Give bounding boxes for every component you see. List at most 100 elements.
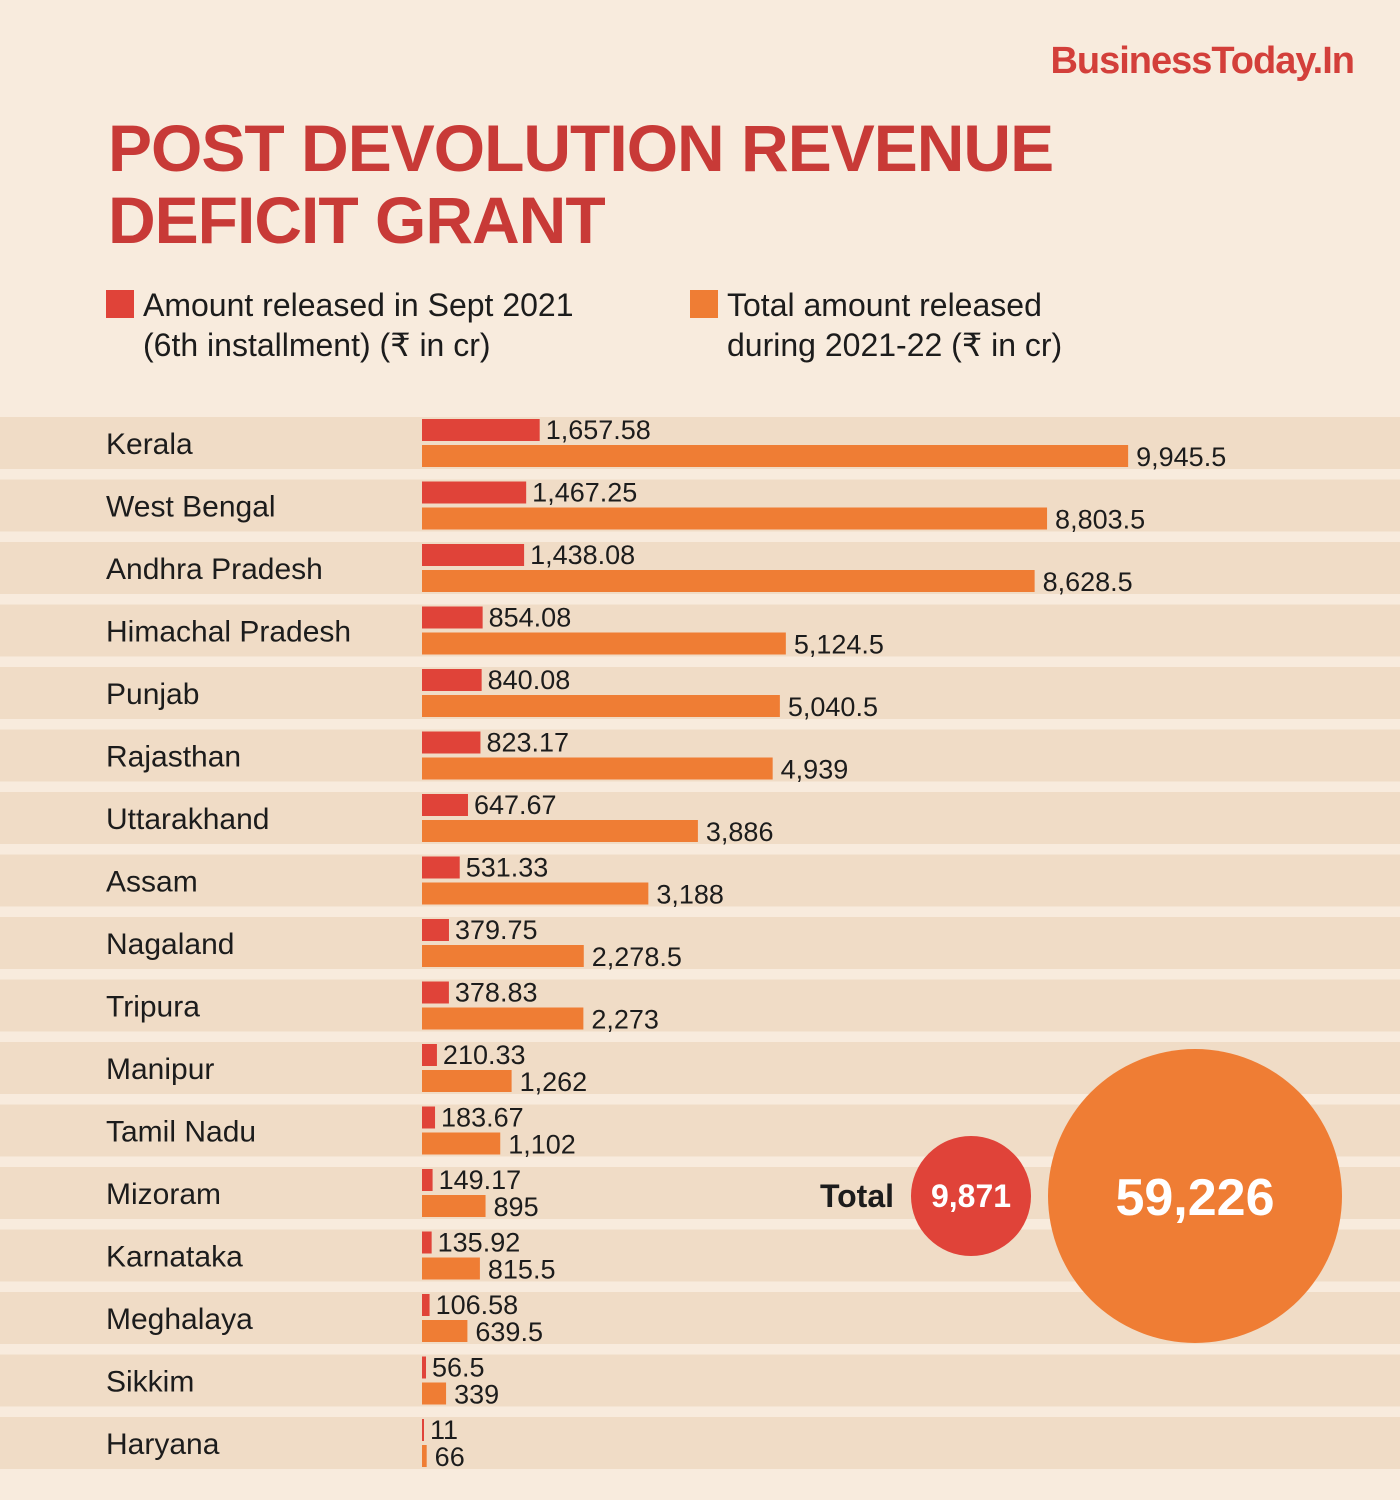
row-band-assam	[0, 854, 1400, 907]
bar-fy-2021-22-punjab	[422, 695, 780, 717]
brand-logo: BusinessToday.In	[1050, 40, 1355, 82]
title-line-2: DEFICIT GRANT	[108, 183, 606, 257]
value-label-sept-2021-karnataka: 135.92	[438, 1228, 521, 1258]
bar-fy-2021-22-west-bengal	[422, 507, 1048, 530]
category-label-meghalaya: Meghalaya	[106, 1303, 253, 1336]
value-label-sept-2021-kerala: 1,657.58	[546, 415, 651, 445]
value-label-sept-2021-mizoram: 149.17	[439, 1165, 522, 1195]
category-label-rajasthan: Rajasthan	[106, 741, 241, 774]
value-label-fy-2021-22-meghalaya: 639.5	[475, 1317, 543, 1347]
title-line-1: POST DEVOLUTION REVENUE	[108, 111, 1054, 185]
bar-fy-2021-22-kerala	[422, 445, 1129, 467]
row-band-uttarakhand	[0, 792, 1400, 844]
bar-fy-2021-22-sikkim	[422, 1382, 447, 1405]
value-label-sept-2021-himachal-pradesh: 854.08	[489, 603, 572, 633]
bar-sept-2021-tripura	[422, 981, 449, 1004]
bar-fy-2021-22-andhra-pradesh	[422, 570, 1035, 592]
legend-line-2: (6th installment) (₹ in cr)	[143, 327, 491, 363]
bar-sept-2021-punjab	[422, 669, 482, 691]
bar-fy-2021-22-assam	[422, 882, 649, 905]
category-label-punjab: Punjab	[106, 678, 199, 711]
bar-sept-2021-sikkim	[422, 1356, 427, 1379]
bar-sept-2021-mizoram	[422, 1169, 433, 1191]
value-label-sept-2021-meghalaya: 106.58	[436, 1290, 519, 1320]
value-label-fy-2021-22-punjab: 5,040.5	[788, 692, 878, 722]
bar-sept-2021-kerala	[422, 419, 540, 441]
legend-text-fy-2021-22: Total amount released during 2021-22 (₹ …	[727, 285, 1062, 365]
bar-sept-2021-karnataka	[422, 1231, 432, 1254]
bar-fy-2021-22-himachal-pradesh	[422, 632, 786, 655]
bar-sept-2021-west-bengal	[422, 481, 527, 504]
category-label-tripura: Tripura	[106, 991, 200, 1024]
bar-fy-2021-22-nagaland	[422, 945, 584, 967]
value-label-fy-2021-22-tamil-nadu: 1,102	[508, 1130, 576, 1160]
category-label-uttarakhand: Uttarakhand	[106, 803, 269, 836]
value-label-sept-2021-manipur: 210.33	[443, 1040, 526, 1070]
bar-fy-2021-22-haryana	[422, 1445, 427, 1467]
category-label-sikkim: Sikkim	[106, 1366, 194, 1399]
bar-sept-2021-uttarakhand	[422, 794, 468, 816]
value-label-sept-2021-andhra-pradesh: 1,438.08	[530, 540, 635, 570]
legend-swatch-sept-2021	[106, 290, 134, 318]
total-fy-2021-22-bubble	[1048, 1049, 1342, 1343]
bar-sept-2021-nagaland	[422, 919, 449, 941]
bar-fy-2021-22-meghalaya	[422, 1320, 468, 1342]
value-label-fy-2021-22-mizoram: 895	[494, 1192, 539, 1222]
category-label-himachal-pradesh: Himachal Pradesh	[106, 616, 351, 649]
bar-fy-2021-22-uttarakhand	[422, 820, 698, 842]
value-label-fy-2021-22-himachal-pradesh: 5,124.5	[794, 630, 884, 660]
bar-sept-2021-rajasthan	[422, 731, 481, 754]
total-sept-2021-value: 9,871	[931, 1178, 1011, 1214]
legend-swatch-fy-2021-22	[690, 290, 718, 318]
bar-fy-2021-22-manipur	[422, 1070, 512, 1092]
row-band-nagaland	[0, 917, 1400, 969]
category-label-mizoram: Mizoram	[106, 1178, 221, 1211]
category-label-andhra-pradesh: Andhra Pradesh	[106, 553, 323, 586]
value-label-sept-2021-haryana: 11	[430, 1415, 458, 1445]
value-label-fy-2021-22-rajasthan: 4,939	[781, 755, 849, 785]
bar-fy-2021-22-rajasthan	[422, 757, 773, 780]
value-label-sept-2021-tamil-nadu: 183.67	[441, 1103, 524, 1133]
value-label-fy-2021-22-assam: 3,188	[656, 880, 724, 910]
value-label-fy-2021-22-haryana: 66	[435, 1442, 465, 1472]
legend-text-sept-2021: Amount released in Sept 2021 (6th instal…	[143, 285, 574, 365]
bar-sept-2021-assam	[422, 856, 460, 879]
row-band-sikkim	[0, 1354, 1400, 1407]
category-label-tamil-nadu: Tamil Nadu	[106, 1116, 256, 1149]
category-label-haryana: Haryana	[106, 1428, 220, 1461]
value-label-sept-2021-west-bengal: 1,467.25	[532, 478, 637, 508]
value-label-fy-2021-22-karnataka: 815.5	[488, 1255, 556, 1285]
total-label: Total	[820, 1178, 894, 1214]
value-label-fy-2021-22-sikkim: 339	[454, 1380, 499, 1410]
value-label-fy-2021-22-nagaland: 2,278.5	[592, 942, 682, 972]
legend-line-2: during 2021-22 (₹ in cr)	[727, 327, 1063, 363]
bar-fy-2021-22-mizoram	[422, 1195, 486, 1217]
value-label-fy-2021-22-west-bengal: 8,803.5	[1055, 505, 1145, 535]
bar-fy-2021-22-tripura	[422, 1007, 584, 1030]
bar-sept-2021-himachal-pradesh	[422, 606, 483, 629]
category-label-assam: Assam	[106, 866, 198, 899]
category-label-kerala: Kerala	[106, 428, 193, 461]
value-label-sept-2021-sikkim: 56.5	[432, 1353, 485, 1383]
value-label-sept-2021-nagaland: 379.75	[455, 915, 538, 945]
bar-sept-2021-manipur	[422, 1044, 437, 1066]
chart-title: POST DEVOLUTION REVENUE DEFICIT GRANT	[108, 111, 1054, 257]
value-label-fy-2021-22-uttarakhand: 3,886	[706, 817, 774, 847]
row-band-haryana	[0, 1417, 1400, 1469]
bar-fy-2021-22-karnataka	[422, 1257, 480, 1280]
value-label-sept-2021-uttarakhand: 647.67	[474, 790, 557, 820]
value-label-fy-2021-22-andhra-pradesh: 8,628.5	[1043, 567, 1133, 597]
bar-sept-2021-haryana	[422, 1419, 424, 1441]
legend-line-1: Amount released in Sept 2021	[143, 287, 574, 323]
bar-sept-2021-tamil-nadu	[422, 1106, 436, 1129]
category-label-manipur: Manipur	[106, 1053, 214, 1086]
legend-line-1: Total amount released	[727, 287, 1042, 323]
total-sept-2021-bubble	[910, 1135, 1032, 1257]
category-label-karnataka: Karnataka	[106, 1241, 243, 1274]
row-band-tripura	[0, 979, 1400, 1032]
category-label-nagaland: Nagaland	[106, 928, 234, 961]
value-label-fy-2021-22-manipur: 1,262	[520, 1067, 588, 1097]
bar-fy-2021-22-tamil-nadu	[422, 1132, 501, 1155]
value-label-sept-2021-rajasthan: 823.17	[486, 728, 569, 758]
bar-sept-2021-andhra-pradesh	[422, 544, 525, 566]
